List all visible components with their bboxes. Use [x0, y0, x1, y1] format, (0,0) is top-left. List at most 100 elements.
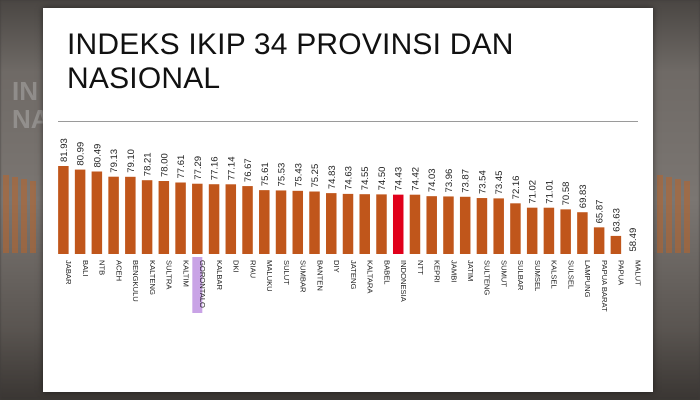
category-label: SULBAR: [516, 260, 525, 291]
bar-ntt: [409, 194, 421, 254]
category-label: LAMPUNG: [583, 260, 592, 298]
category-label: KEPRI: [433, 260, 442, 283]
bar-sulut: [275, 190, 287, 254]
category-label: KALBAR: [215, 260, 224, 290]
bar-kepri: [426, 196, 437, 254]
value-label: 80.99: [76, 142, 87, 166]
bar-maluku: [259, 190, 270, 254]
value-label: 74.03: [427, 168, 438, 192]
bar-babel: [376, 194, 387, 254]
category-label: MALUKU: [265, 260, 274, 292]
category-label: KALTARA: [366, 260, 375, 294]
value-label: 75.61: [260, 162, 271, 186]
category-label: KALSEL: [550, 260, 559, 289]
category-label: NTT: [416, 260, 425, 275]
slide: INDEKS IKIP 34 PROVINSI DAN NASIONAL 81.…: [43, 8, 653, 392]
bar-kaltim: [175, 182, 186, 254]
category-label: BANTEN: [315, 260, 324, 291]
bar-sumut: [493, 198, 504, 254]
category-highlight: [192, 257, 203, 313]
bar-sultra: [158, 181, 170, 254]
value-label: 77.16: [210, 156, 221, 180]
category-label: DIY: [332, 260, 341, 273]
value-label: 74.42: [410, 167, 421, 191]
value-label: 63.63: [611, 208, 622, 232]
value-label: 72.16: [511, 176, 522, 200]
background-bar: [3, 175, 9, 253]
bar-sumbar: [292, 190, 304, 254]
background-title-fragment-1: IN: [12, 76, 38, 106]
bar-kalsel: [543, 207, 555, 254]
background-bar: [12, 177, 18, 253]
value-label: 69.83: [578, 184, 589, 208]
value-label: 71.01: [544, 180, 555, 204]
bar-gorontalo: [192, 183, 203, 254]
value-label: 74.43: [394, 167, 405, 191]
category-label: RIAU: [248, 260, 257, 278]
value-label: 65.87: [595, 200, 606, 224]
category-label: JATENG: [349, 260, 358, 289]
category-label: SUMBAR: [299, 260, 308, 293]
bar-chart: 81.93 JABAR 80.99 BALI 80.49 NTB 79.13 ACEH 79.1…: [58, 138, 642, 313]
bar-papua-barat: [593, 227, 605, 254]
category-label: SULTRA: [165, 260, 174, 290]
value-label: 78.00: [159, 153, 170, 177]
slide-title: INDEKS IKIP 34 PROVINSI DAN NASIONAL: [67, 28, 514, 95]
bar-lampung: [577, 212, 588, 254]
value-label: 78.21: [143, 152, 154, 176]
category-label: GORONTALO: [198, 260, 207, 308]
bar-sulsel: [560, 209, 571, 254]
category-label: JABAR: [64, 260, 73, 285]
value-label: 76.67: [243, 158, 254, 182]
bar-sumsel: [526, 207, 538, 254]
bar-papua: [610, 235, 622, 254]
bar-ntb: [91, 171, 103, 254]
value-label: 80.49: [92, 144, 103, 168]
value-label: 74.55: [360, 166, 371, 190]
background-bar: [30, 181, 36, 253]
category-label: JATIM: [466, 260, 475, 281]
category-label: MALUT: [633, 260, 642, 286]
bar-sulbar: [510, 203, 521, 254]
value-label: 77.14: [226, 157, 237, 181]
background-bar: [21, 179, 27, 253]
bar-kalteng: [141, 180, 153, 254]
value-label: 71.02: [528, 180, 539, 204]
bar-jatim: [459, 196, 471, 254]
category-label: ACEH: [114, 260, 123, 281]
category-label: BENGKULU: [131, 260, 140, 302]
bar-diy: [326, 193, 337, 254]
value-label: 73.96: [444, 169, 455, 193]
category-label: SULUT: [282, 260, 291, 285]
value-label: 73.87: [461, 169, 472, 193]
category-label: BABEL: [382, 260, 391, 284]
value-label: 75.43: [293, 163, 304, 187]
bar-kaltara: [359, 194, 370, 254]
bar-jabar: [58, 166, 69, 254]
bar-indonesia: [392, 194, 404, 254]
background-bar: [657, 175, 663, 253]
value-label: 74.83: [327, 165, 338, 189]
category-label: NTB: [98, 260, 107, 275]
bar-aceh: [108, 176, 119, 254]
bar-sulteng: [476, 198, 488, 254]
category-label: BALI: [81, 260, 90, 276]
background-bar: [675, 179, 681, 253]
category-label: KALTENG: [148, 260, 157, 295]
value-label: 79.10: [126, 149, 137, 173]
value-label: 77.61: [176, 155, 187, 179]
bar-bengkulu: [125, 176, 136, 254]
value-label: 58.49: [628, 228, 639, 252]
value-label: 74.63: [344, 166, 355, 190]
category-label: PAPUA BARAT: [600, 260, 609, 312]
value-label: 75.53: [277, 163, 288, 187]
bar-bali: [74, 169, 86, 254]
value-label: 81.93: [59, 138, 70, 162]
category-label: SULSEL: [566, 260, 575, 289]
bar-kalbar: [208, 184, 220, 254]
value-label: 75.25: [310, 164, 321, 188]
bar-dki: [225, 184, 237, 254]
title-divider: [58, 121, 638, 122]
value-label: 73.45: [494, 171, 505, 195]
value-label: 73.54: [477, 170, 488, 194]
